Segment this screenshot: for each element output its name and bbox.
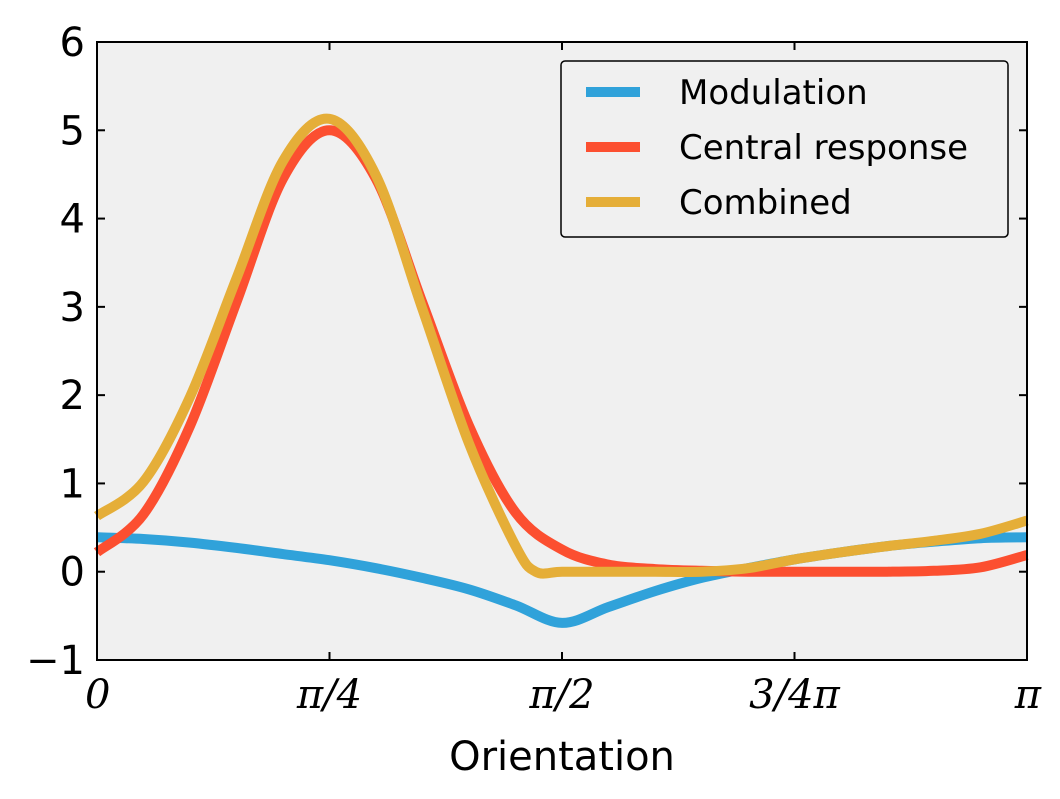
legend-entry-label: Combined: [679, 183, 852, 223]
x-tick-label: 0: [85, 672, 110, 718]
y-tick-label: 3: [60, 285, 85, 331]
x-tick-label: π/4: [296, 672, 362, 718]
legend-entry-label: Central response: [679, 128, 968, 168]
y-tick-label: 4: [60, 197, 85, 243]
x-axis: 0 π/4 π/2 3/4π π: [85, 42, 1042, 718]
x-tick-label: π/2: [528, 672, 594, 718]
y-tick-label: 1: [60, 461, 85, 507]
series-line-combined: [94, 113, 1029, 579]
legend-box: [560, 60, 1009, 238]
legend: Modulation Central response Combined: [560, 60, 1009, 238]
y-tick-label: −1: [26, 638, 85, 684]
x-axis-label: Orientation: [449, 734, 675, 780]
x-tick-label: π: [1014, 672, 1042, 718]
series-layer: [93, 113, 1029, 628]
legend-entry-label: Modulation: [679, 73, 868, 113]
series-line-central-response: [93, 125, 1029, 577]
y-tick-label: 2: [60, 373, 85, 419]
y-tick-label: 6: [60, 20, 85, 66]
y-axis: −1 0 1 2 3 4 5 6: [26, 20, 1027, 684]
y-tick-label: 5: [60, 108, 85, 154]
y-tick-label: 0: [60, 550, 85, 596]
x-tick-label: 3/4π: [749, 672, 840, 718]
